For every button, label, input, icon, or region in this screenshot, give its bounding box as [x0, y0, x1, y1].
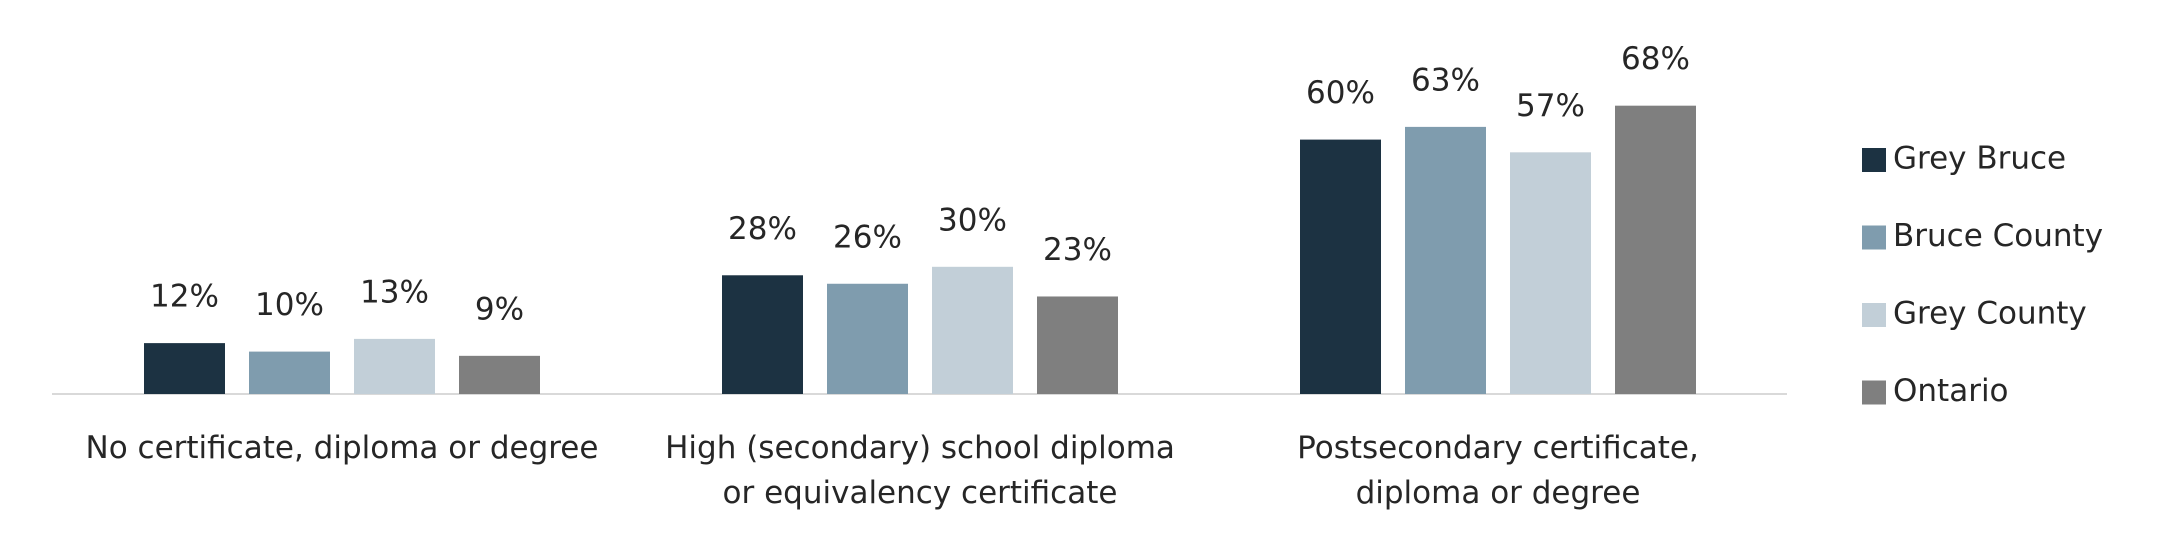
x-tick-label: Postsecondary certificate, diploma or deg… [1297, 430, 1699, 511]
bar [722, 275, 803, 394]
bar [459, 355, 540, 394]
value-label: 26% [833, 219, 902, 255]
legend-label: Grey Bruce [1893, 141, 2066, 177]
value-label: 23% [1043, 232, 1112, 268]
bar [1615, 105, 1696, 395]
bar [144, 343, 225, 394]
bar [249, 351, 330, 394]
x-tick-label-line: or equivalency certificate [723, 475, 1118, 511]
value-label: 68% [1621, 41, 1690, 77]
bar [1300, 139, 1381, 394]
value-label: 30% [938, 202, 1007, 238]
legend-label: Grey County [1893, 296, 2087, 332]
bar [1405, 126, 1486, 394]
value-label: 10% [255, 287, 324, 323]
value-label: 12% [150, 279, 219, 315]
x-tick-label-line: No certificate, diploma or degree [86, 430, 599, 466]
bar [1037, 296, 1118, 394]
value-label: 57% [1516, 88, 1585, 124]
x-tick-label-line: diploma or degree [1356, 475, 1641, 511]
legend-swatch [1862, 225, 1886, 250]
bar [1510, 152, 1591, 394]
value-label: 9% [475, 291, 524, 327]
legend-swatch [1862, 380, 1886, 405]
x-tick-label-line: Postsecondary certificate, [1297, 430, 1699, 466]
x-tick-label: No certificate, diploma or degree [86, 430, 599, 466]
legend-swatch [1862, 303, 1886, 327]
legend-label: Bruce County [1893, 218, 2103, 254]
value-label: 60% [1306, 75, 1375, 111]
bar [827, 283, 908, 394]
x-tick-label-line: High (secondary) school diploma [665, 430, 1175, 466]
x-tick-label: High (secondary) school diploma or equiva… [665, 430, 1175, 511]
value-label: 13% [360, 274, 429, 310]
legend-swatch [1862, 148, 1886, 172]
legend-label: Ontario [1893, 373, 2009, 409]
bar [932, 266, 1013, 394]
bar [354, 338, 435, 394]
value-label: 28% [728, 211, 797, 247]
value-label: 63% [1411, 62, 1480, 98]
